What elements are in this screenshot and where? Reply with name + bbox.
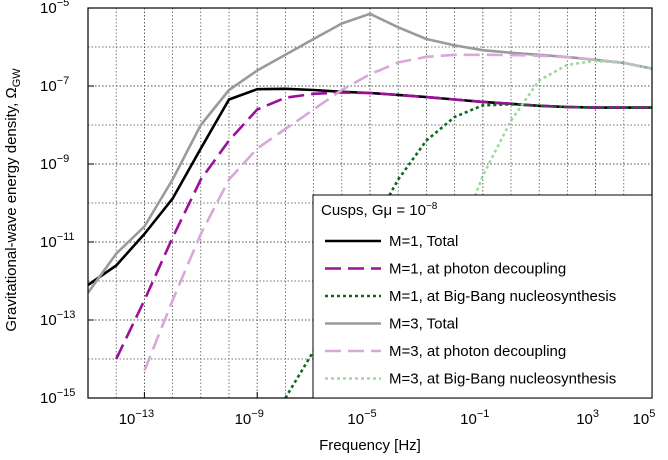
y-tick-label: 10−9 — [40, 153, 69, 173]
y-tick-label: 10−7 — [40, 75, 69, 95]
series-line — [143, 53, 652, 372]
series-line — [115, 91, 652, 360]
legend-title: Cusps, Gμ = 10−8 — [321, 201, 438, 219]
y-tick-label: 10−15 — [40, 387, 75, 407]
y-axis-label-text: Gravitational-wave energy density, Ω — [3, 87, 20, 331]
legend-label: M=1, at photon decoupling — [389, 261, 566, 278]
legend-title-sup: −8 — [426, 201, 438, 212]
x-axis-label: Frequency [Hz] — [319, 437, 421, 454]
x-tick-label: 105 — [633, 408, 656, 428]
x-tick-label: 10−5 — [347, 408, 376, 428]
legend-label: M=1, at Big-Bang nucleosynthesis — [389, 288, 616, 305]
legend-label: M=3, Total — [389, 316, 458, 333]
x-tick-label: 10−1 — [460, 408, 489, 428]
x-tick-label: 10−13 — [119, 408, 154, 428]
y-tick-label: 10−5 — [40, 0, 69, 17]
x-tick-label: 10−9 — [235, 408, 264, 428]
y-axis-label: Gravitational-wave energy density, ΩGW — [3, 68, 23, 332]
legend-label: M=3, at Big-Bang nucleosynthesis — [389, 371, 616, 388]
legend-label: M=3, at photon decoupling — [389, 343, 566, 360]
legend-title-text: Cusps, Gμ = 10 — [321, 202, 426, 219]
y-axis-label-sub: GW — [11, 68, 23, 88]
y-tick-label: 10−13 — [40, 309, 75, 329]
x-tick-label: 103 — [576, 408, 599, 428]
y-tick-label: 10−11 — [40, 231, 75, 251]
legend: Cusps, Gμ = 10−8 M=1, Total M=1, at photon… — [312, 194, 653, 399]
legend-label: M=1, Total — [389, 233, 458, 250]
